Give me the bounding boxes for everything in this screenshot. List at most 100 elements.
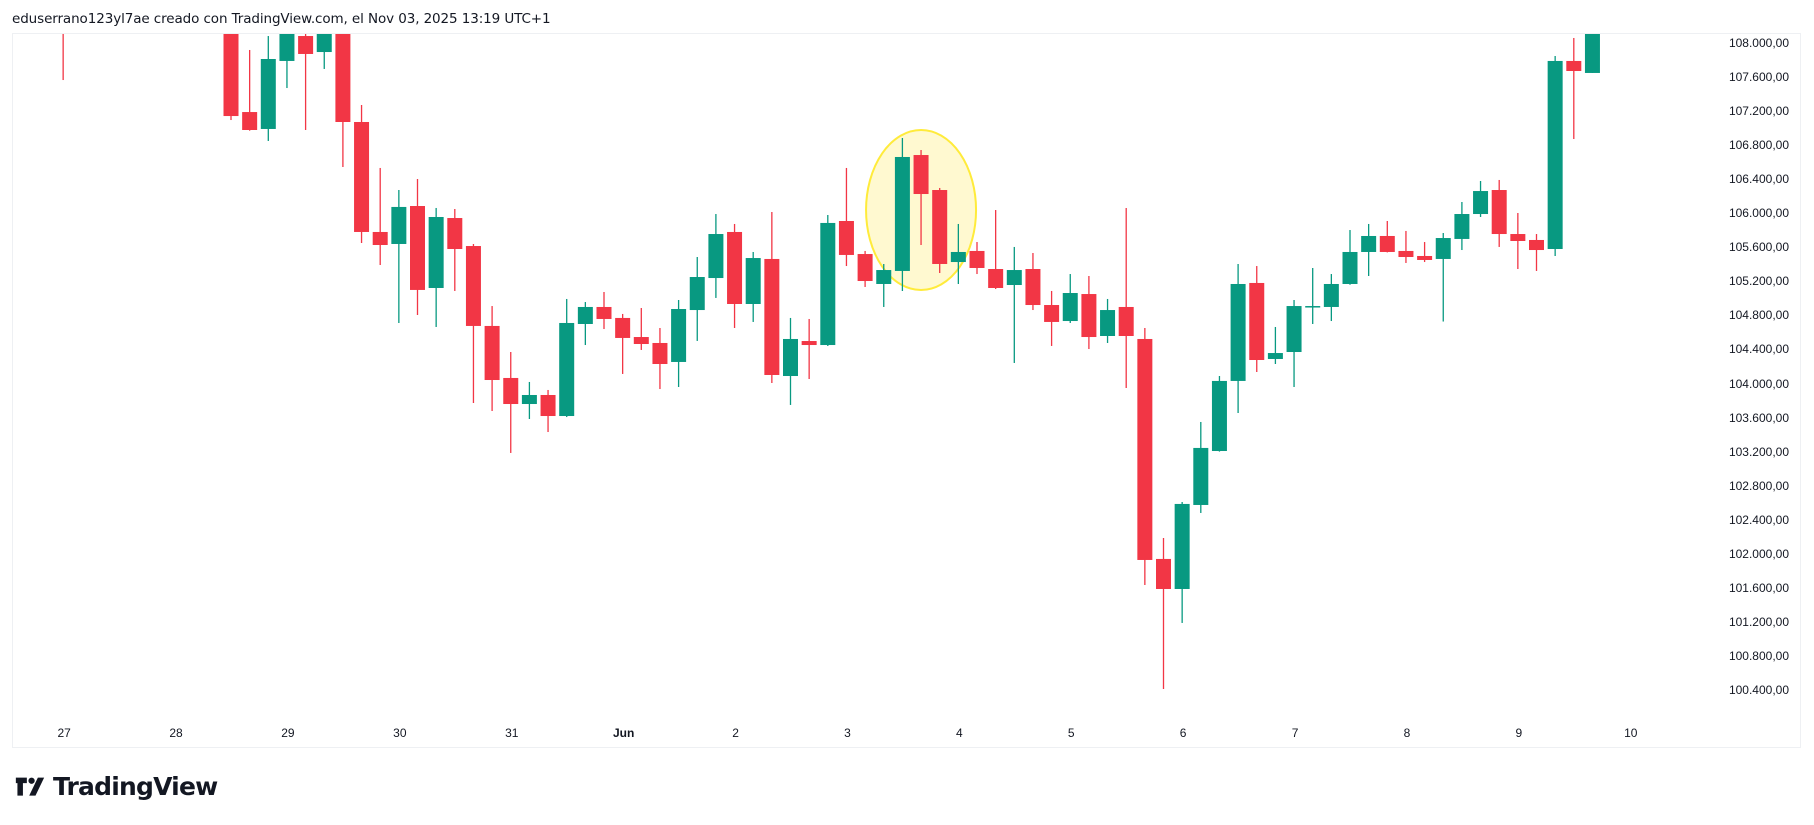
candle-body (1081, 294, 1097, 338)
bearish-candle[interactable] (838, 167, 854, 267)
candle-body (1286, 306, 1302, 353)
time-tick-label: 9 (1515, 726, 1523, 740)
bullish-candle[interactable] (1435, 232, 1451, 322)
bearish-candle[interactable] (1081, 275, 1097, 350)
bearish-candle[interactable] (1398, 230, 1414, 263)
bullish-candle[interactable] (1193, 421, 1209, 513)
bullish-candle[interactable] (1547, 56, 1563, 256)
bearish-candle[interactable] (1529, 234, 1544, 271)
bearish-candle[interactable] (913, 150, 929, 246)
bullish-candle[interactable] (1342, 230, 1358, 285)
bearish-candle[interactable] (242, 49, 258, 131)
bearish-candle[interactable] (447, 208, 463, 291)
price-tick-label: 100.800,00 (1728, 648, 1789, 663)
bullish-candle[interactable] (689, 257, 705, 341)
candle-body (876, 270, 892, 284)
bearish-candle[interactable] (1156, 538, 1171, 690)
candle-body (1211, 380, 1227, 452)
bearish-candle[interactable] (1118, 207, 1134, 389)
bullish-candle[interactable] (1006, 246, 1022, 363)
time-tick-label: 5 (1067, 726, 1075, 740)
candle-body (727, 231, 743, 304)
bearish-candle[interactable] (1417, 242, 1433, 263)
bullish-candle[interactable] (1473, 180, 1489, 217)
bullish-candle[interactable] (577, 302, 593, 346)
bullish-candle[interactable] (783, 317, 798, 405)
candle-body (447, 218, 463, 250)
candle-body (1249, 282, 1265, 361)
bullish-candle[interactable] (1267, 326, 1283, 365)
candle-body (652, 342, 668, 365)
price-tick-label: 108.000,00 (1728, 36, 1789, 50)
bearish-candle[interactable] (596, 291, 612, 330)
bearish-candle[interactable] (484, 306, 500, 411)
bearish-candle[interactable] (1025, 253, 1041, 311)
bullish-candle[interactable] (876, 263, 892, 307)
bearish-candle[interactable] (540, 389, 556, 433)
price-tick-label: 103.200,00 (1728, 444, 1789, 459)
bullish-candle[interactable] (391, 190, 407, 323)
bullish-candle[interactable] (1454, 202, 1470, 251)
bearish-candle[interactable] (801, 318, 817, 379)
bullish-candle[interactable] (428, 207, 444, 327)
bullish-candle[interactable] (745, 251, 761, 322)
bearish-candle[interactable] (633, 307, 649, 350)
candle-body (708, 234, 724, 279)
bearish-candle[interactable] (335, 22, 351, 168)
bearish-candle[interactable] (223, 9, 239, 121)
bullish-candle[interactable] (1174, 501, 1190, 623)
bearish-candle[interactable] (652, 327, 668, 390)
chart-panel[interactable] (12, 33, 1801, 748)
tradingview-logo[interactable]: TradingView (15, 773, 218, 801)
bullish-candle[interactable] (820, 214, 836, 347)
bullish-candle[interactable] (894, 137, 910, 291)
bearish-candle[interactable] (1510, 212, 1526, 270)
bearish-candle[interactable] (56, 0, 71, 81)
bearish-candle[interactable] (932, 187, 948, 274)
bearish-candle[interactable] (465, 243, 481, 403)
bearish-candle[interactable] (727, 223, 743, 328)
bullish-candle[interactable] (708, 214, 724, 298)
bearish-candle[interactable] (503, 352, 519, 453)
bearish-candle[interactable] (354, 104, 370, 243)
bearish-candle[interactable] (615, 313, 631, 374)
bearish-candle[interactable] (1249, 266, 1265, 373)
bearish-candle[interactable] (1137, 327, 1153, 585)
price-tick-label: 103.600,00 (1728, 410, 1789, 425)
bullish-candle[interactable] (1230, 263, 1246, 414)
bearish-candle[interactable] (1379, 220, 1395, 253)
bearish-candle[interactable] (764, 211, 780, 383)
bullish-candle[interactable] (1062, 274, 1078, 323)
bearish-candle[interactable] (372, 167, 388, 266)
bullish-candle[interactable] (671, 299, 687, 387)
bearish-candle[interactable] (857, 250, 873, 287)
bullish-candle[interactable] (260, 36, 276, 141)
bullish-candle[interactable] (1584, 9, 1600, 73)
bullish-candle[interactable] (559, 298, 575, 418)
bullish-candle[interactable] (1305, 267, 1321, 324)
candle-body (1062, 293, 1078, 322)
candle-body (1118, 306, 1134, 337)
bearish-candle[interactable] (298, 30, 314, 130)
bullish-candle[interactable] (1211, 376, 1227, 452)
bullish-candle[interactable] (1361, 223, 1377, 276)
candle-body (1361, 235, 1377, 252)
bullish-candle[interactable] (1323, 274, 1339, 322)
price-tick-label: 100.400,00 (1728, 682, 1789, 697)
bullish-candle[interactable] (1286, 299, 1302, 387)
bearish-candle[interactable] (988, 210, 1004, 290)
bullish-candle[interactable] (521, 381, 537, 419)
bearish-candle[interactable] (1491, 179, 1507, 247)
bullish-candle[interactable] (316, 26, 332, 69)
bullish-candle[interactable] (1100, 298, 1116, 343)
bullish-candle[interactable] (279, 30, 295, 89)
candle-body (932, 190, 948, 264)
candle-body (1584, 34, 1600, 73)
price-tick-label: 106.000,00 (1728, 206, 1789, 221)
bearish-candle[interactable] (969, 242, 985, 275)
bearish-candle[interactable] (410, 179, 425, 315)
bearish-candle[interactable] (1044, 290, 1060, 346)
bullish-candle[interactable] (950, 223, 966, 284)
bearish-candle[interactable] (1566, 37, 1582, 140)
